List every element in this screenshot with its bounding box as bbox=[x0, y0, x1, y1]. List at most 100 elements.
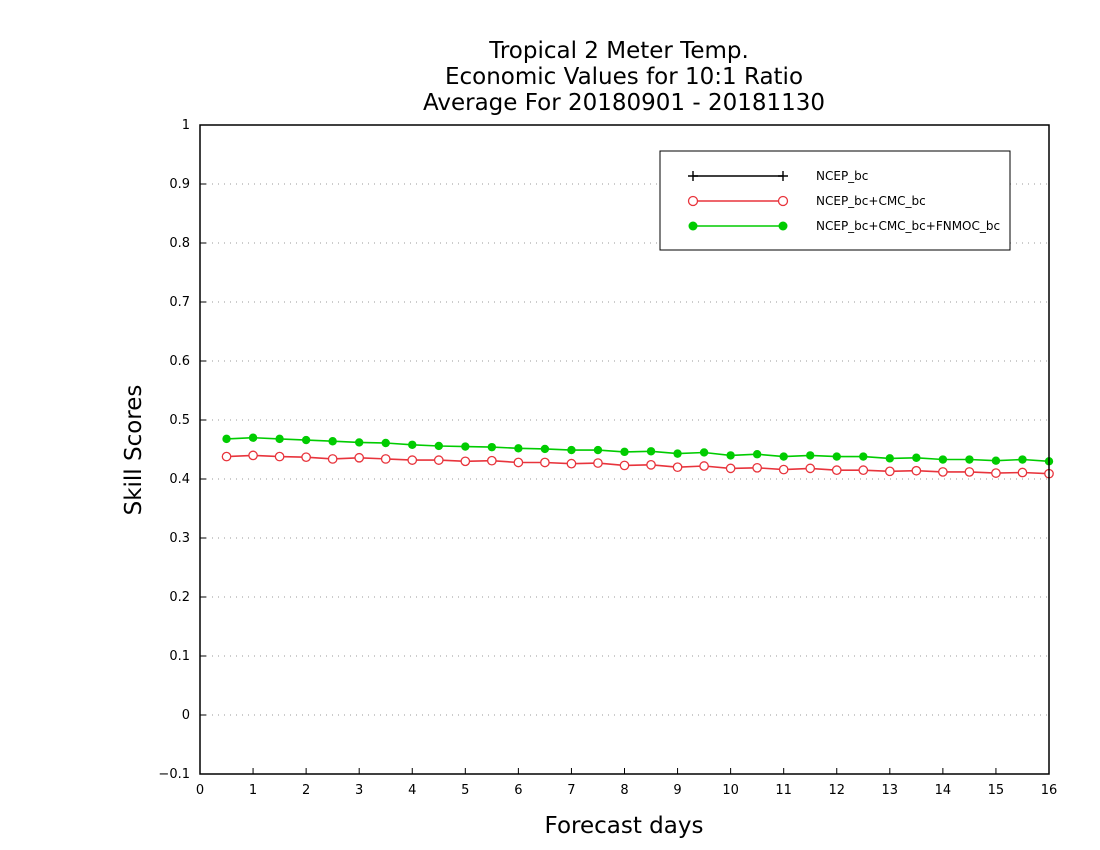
x-tick-label: 8 bbox=[620, 783, 628, 798]
series-point bbox=[274, 451, 285, 462]
series-point bbox=[275, 434, 284, 444]
series-point bbox=[487, 442, 497, 452]
series-point bbox=[1018, 455, 1027, 464]
series-point bbox=[725, 463, 736, 474]
y-tick-label: 0 bbox=[182, 708, 190, 723]
series-point bbox=[619, 460, 630, 471]
y-tick-label: 0.9 bbox=[169, 177, 190, 192]
series-point bbox=[327, 454, 338, 464]
legend-label-ncep-cmc: NCEP_bc+CMC_bc bbox=[816, 194, 926, 208]
y-tick-label: 0.8 bbox=[169, 236, 190, 251]
y-tick-label: 0.6 bbox=[169, 354, 190, 369]
series-point bbox=[752, 450, 762, 459]
series-point bbox=[726, 451, 735, 460]
series-point bbox=[699, 448, 709, 457]
x-tick-label: 7 bbox=[567, 783, 575, 798]
x-tick-label: 2 bbox=[302, 783, 310, 798]
series-point bbox=[752, 462, 763, 473]
legend: NCEP_bc NCEP_bc+CMC_bc NCEP_bc+CMC_bc+FN… bbox=[659, 150, 1011, 251]
series-point bbox=[593, 458, 603, 468]
series-line-2 bbox=[226, 436, 1050, 463]
series-point bbox=[646, 447, 656, 456]
series-point bbox=[646, 459, 656, 470]
series-point bbox=[486, 455, 497, 466]
y-tick-label: 0.7 bbox=[169, 295, 190, 310]
chart-title-line-2: Economic Values for 10:1 Ratio bbox=[445, 64, 803, 90]
x-tick-label: 3 bbox=[355, 783, 363, 798]
x-axis-ticks: 0 1 2 3 4 5 6 7 8 9 10 11 12 13 14 15 16 bbox=[196, 768, 1057, 798]
series-point bbox=[567, 445, 576, 455]
series-point bbox=[566, 458, 577, 469]
series-point bbox=[433, 455, 444, 465]
series-point bbox=[328, 437, 337, 446]
x-tick-label: 10 bbox=[722, 783, 739, 798]
x-tick-label: 15 bbox=[988, 783, 1005, 798]
x-tick-label: 9 bbox=[673, 783, 681, 798]
legend-samples bbox=[687, 171, 789, 231]
chart-title-line-3: Average For 20180901 - 20181130 bbox=[423, 90, 825, 116]
series-point bbox=[778, 464, 789, 475]
series-point bbox=[593, 445, 603, 455]
legend-swatch-marker bbox=[778, 171, 788, 181]
series-point bbox=[859, 452, 868, 461]
series-point bbox=[832, 452, 841, 461]
y-axis-ticks: −0.1 0 0.1 0.2 0.3 0.4 0.5 0.6 0.7 0.8 0.9 1 bbox=[158, 118, 206, 782]
series-point bbox=[460, 456, 471, 467]
legend-swatch-marker bbox=[777, 195, 789, 207]
series-point bbox=[354, 438, 364, 447]
x-tick-label: 6 bbox=[514, 783, 522, 798]
y-tick-label: 0.2 bbox=[169, 590, 190, 605]
y-axis-title: Skill Scores bbox=[121, 385, 147, 516]
legend-swatch-marker bbox=[778, 221, 788, 231]
x-axis-title: Forecast days bbox=[545, 813, 704, 839]
x-tick-label: 11 bbox=[775, 783, 792, 798]
series-point bbox=[301, 452, 311, 463]
series-point bbox=[248, 433, 258, 442]
series-point bbox=[301, 435, 311, 445]
legend-label-ncep-bc: NCEP_bc bbox=[816, 169, 868, 183]
series-point bbox=[620, 447, 629, 457]
series-point bbox=[408, 440, 417, 449]
series-point bbox=[965, 455, 974, 464]
series-point bbox=[540, 457, 550, 468]
x-tick-label: 4 bbox=[408, 783, 416, 798]
x-tick-label: 1 bbox=[249, 783, 257, 798]
series-point bbox=[434, 441, 443, 451]
x-tick-label: 12 bbox=[828, 783, 845, 798]
series-point bbox=[248, 450, 258, 461]
series-point bbox=[938, 467, 948, 477]
series-point bbox=[806, 451, 815, 460]
legend-swatch-marker bbox=[688, 221, 698, 231]
plot-frame bbox=[199, 124, 1050, 775]
series-point bbox=[221, 451, 232, 462]
series-point bbox=[805, 463, 816, 474]
y-tick-label: 0.3 bbox=[169, 531, 190, 546]
series-point bbox=[540, 444, 550, 454]
x-tick-label: 16 bbox=[1041, 783, 1058, 798]
series-point bbox=[884, 466, 895, 477]
series-point bbox=[514, 444, 523, 453]
series-layer bbox=[221, 433, 1054, 479]
series-point bbox=[858, 465, 869, 475]
x-tick-label: 14 bbox=[935, 783, 952, 798]
series-point bbox=[911, 465, 922, 476]
x-tick-label: 0 bbox=[196, 783, 204, 798]
series-point bbox=[461, 442, 470, 451]
y-tick-label: 0.5 bbox=[169, 413, 190, 428]
series-point bbox=[222, 434, 231, 444]
series-point bbox=[381, 438, 390, 448]
legend-label-ncep-cmc-fnmoc: NCEP_bc+CMC_bc+FNMOC_bc bbox=[816, 219, 1000, 233]
x-tick-label: 13 bbox=[882, 783, 899, 798]
y-tick-label: 0.4 bbox=[169, 472, 190, 487]
series-point bbox=[354, 452, 365, 463]
series-point bbox=[380, 454, 391, 464]
series-point bbox=[779, 452, 788, 461]
series-point bbox=[407, 455, 418, 465]
series-point bbox=[673, 449, 682, 458]
series-point bbox=[885, 454, 895, 463]
series-point bbox=[672, 462, 683, 473]
series-point bbox=[964, 467, 975, 477]
series-point bbox=[831, 465, 842, 475]
y-tick-label: 1 bbox=[182, 118, 190, 133]
